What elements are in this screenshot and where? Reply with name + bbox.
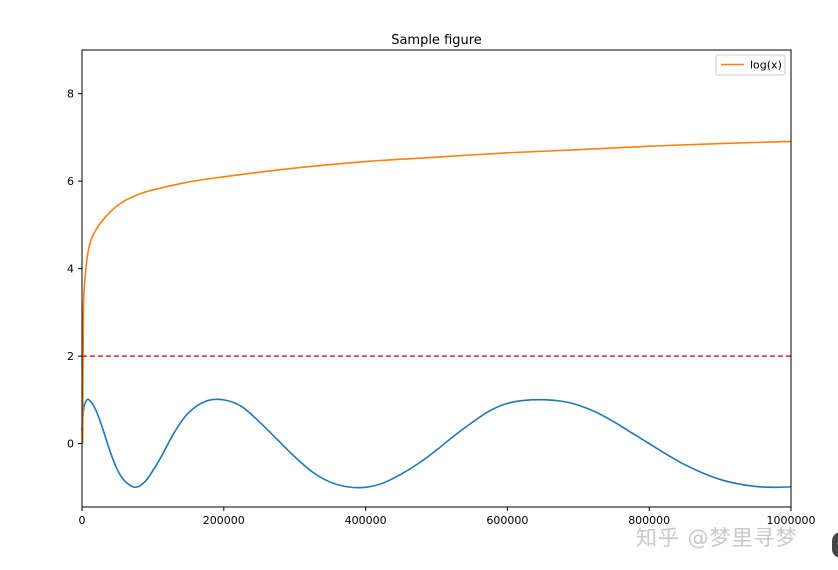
y-axis: 0 2 4 6 8: [67, 88, 82, 451]
series-layer: [81, 140, 792, 489]
legend-box: [715, 54, 786, 76]
corner-button: [832, 532, 838, 558]
watermark-text: 知乎 @梦里寻梦: [636, 526, 798, 550]
y-tick-label: 0: [67, 438, 74, 451]
x-tick-label: 600000: [486, 514, 528, 527]
x-axis: 0 200000 400000 600000 800000 1000000: [79, 507, 816, 527]
x-tick-label: 200000: [203, 514, 245, 527]
x-tick-label: 1000000: [767, 514, 816, 527]
plot-frame: [81, 49, 792, 508]
series-line-1: [81, 398, 792, 489]
series-line-log-x: [81, 140, 792, 444]
y-tick-label: 4: [67, 263, 74, 276]
legend-label-log-x: log(x): [750, 59, 782, 72]
y-tick-label: 2: [67, 350, 74, 363]
y-tick-label: 8: [67, 88, 74, 101]
y-tick-label: 6: [67, 175, 74, 188]
chart-title: Sample figure: [391, 33, 482, 48]
legend: log(x): [715, 54, 786, 76]
x-tick-label: 800000: [628, 514, 670, 527]
x-tick-label: 0: [79, 514, 86, 527]
x-tick-label: 400000: [345, 514, 387, 527]
plot-area: [82, 50, 791, 507]
